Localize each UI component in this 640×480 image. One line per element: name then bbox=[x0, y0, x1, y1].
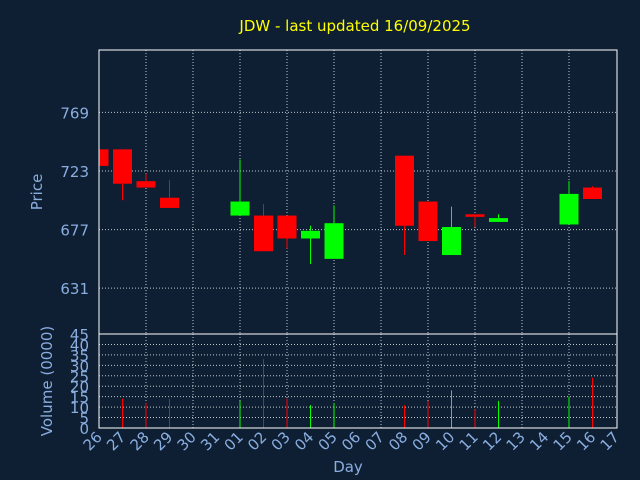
x-tick-label: 17 bbox=[597, 428, 623, 454]
candle-body bbox=[230, 201, 250, 216]
candle-body bbox=[489, 218, 508, 222]
candle-body bbox=[395, 155, 414, 226]
chart-title: JDW - last updated 16/09/2025 bbox=[238, 17, 470, 35]
volume-tick-label: 25 bbox=[70, 368, 89, 386]
price-panel-frame bbox=[98, 49, 618, 335]
volume-grid bbox=[99, 334, 617, 428]
candle-body bbox=[442, 227, 461, 256]
x-tick-label: 03 bbox=[268, 428, 294, 454]
volume-tick-label: 45 bbox=[70, 326, 89, 344]
x-tick-label: 15 bbox=[550, 428, 576, 454]
candle-body bbox=[113, 149, 132, 184]
volume-tick-label: 30 bbox=[70, 357, 89, 375]
candle-body bbox=[559, 193, 579, 225]
volume-tick-label: 20 bbox=[70, 378, 89, 396]
candle-body bbox=[254, 215, 273, 252]
candle-body bbox=[136, 181, 156, 188]
volume-tick-label: 0 bbox=[79, 420, 89, 438]
x-ticks: 2627282930310102030405060708091011121314… bbox=[80, 428, 623, 454]
price-candles bbox=[99, 149, 602, 264]
candle-body bbox=[277, 215, 297, 239]
price-y-ticks: 631 677 723 769 bbox=[60, 104, 89, 298]
volume-tick-label: 35 bbox=[70, 347, 89, 365]
x-tick-label: 12 bbox=[479, 428, 505, 454]
candle-body bbox=[583, 187, 602, 200]
candle-body bbox=[160, 197, 179, 208]
price-axis-label: Price bbox=[28, 174, 46, 211]
x-tick-label: 07 bbox=[362, 428, 388, 454]
price-tick-label: 769 bbox=[60, 104, 89, 122]
x-tick-label: 16 bbox=[573, 428, 599, 454]
x-axis-label: Day bbox=[333, 458, 363, 476]
volume-panel-frame bbox=[98, 333, 618, 429]
x-tick-label: 29 bbox=[150, 428, 176, 454]
x-tick-label: 14 bbox=[526, 428, 552, 454]
x-tick-label: 04 bbox=[291, 428, 317, 454]
x-tick-label: 30 bbox=[174, 428, 200, 454]
volume-tick-label: 10 bbox=[70, 399, 89, 417]
price-tick-label: 677 bbox=[60, 222, 89, 240]
volume-tick-label: 40 bbox=[70, 336, 89, 354]
x-tick-label: 02 bbox=[244, 428, 270, 454]
x-tick-label: 09 bbox=[409, 428, 435, 454]
x-tick-label: 06 bbox=[338, 428, 364, 454]
candle-body bbox=[324, 223, 344, 259]
x-tick-label: 08 bbox=[385, 428, 411, 454]
volume-axis-label: Volume (0000) bbox=[38, 326, 56, 436]
candle-body bbox=[99, 149, 109, 166]
x-tick-label: 28 bbox=[127, 428, 153, 454]
x-tick-label: 31 bbox=[197, 428, 223, 454]
volume-tick-label: 15 bbox=[70, 389, 89, 407]
candle-body bbox=[465, 214, 485, 217]
price-tick-label: 631 bbox=[60, 280, 89, 298]
price-tick-label: 723 bbox=[60, 163, 89, 181]
x-tick-label: 27 bbox=[103, 428, 129, 454]
candle-body bbox=[301, 230, 320, 239]
candle-body bbox=[418, 201, 438, 242]
volume-bars bbox=[122, 359, 593, 428]
x-tick-label: 10 bbox=[432, 428, 458, 454]
volume-tick-label: 5 bbox=[79, 410, 89, 428]
x-tick-label: 13 bbox=[503, 428, 529, 454]
x-tick-label: 05 bbox=[315, 428, 341, 454]
x-tick-label: 11 bbox=[456, 428, 482, 454]
x-tick-label: 01 bbox=[221, 428, 247, 454]
price-grid bbox=[99, 50, 617, 334]
